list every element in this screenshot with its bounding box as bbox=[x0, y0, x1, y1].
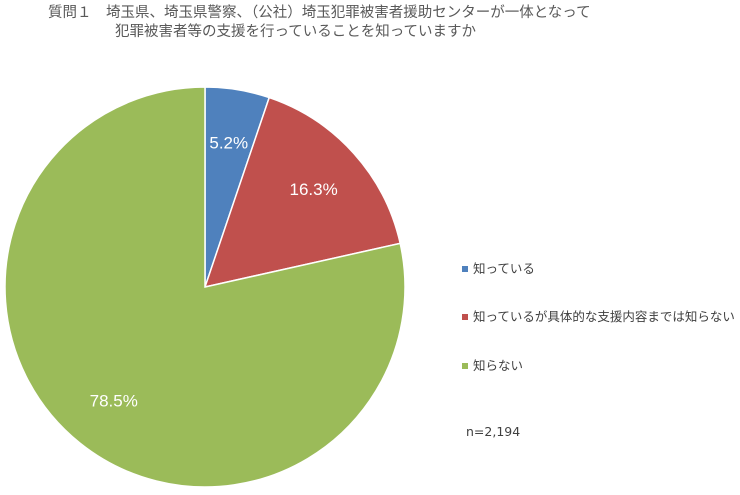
pie-data-label-aware-not-details: 16.3% bbox=[289, 180, 337, 199]
legend-item-not-aware: 知らない bbox=[462, 355, 523, 374]
pie-slice-aware-not-details bbox=[203, 96, 402, 289]
legend-item-aware-not-details: 知っているが具体的な支援内容までは知らない bbox=[462, 306, 735, 325]
legend-label-aware: 知っている bbox=[473, 261, 535, 276]
pie-data-label-not-aware: 78.5% bbox=[90, 391, 138, 410]
legend-swatch-aware bbox=[462, 265, 468, 272]
sample-size-note: n=2,194 bbox=[466, 424, 521, 439]
legend-swatch-aware-not-details bbox=[462, 313, 468, 320]
legend-label-not-aware: 知らない bbox=[473, 358, 524, 373]
pie-data-label-aware: 5.2% bbox=[209, 133, 248, 152]
legend-label-aware-not-details: 知っているが具体的な支援内容までは知らない bbox=[473, 309, 735, 324]
pie-slice-not-aware bbox=[4, 86, 406, 488]
legend-swatch-not-aware bbox=[462, 362, 468, 369]
chart-title: 質問１ 埼玉県、埼玉県警察、（公社）埼玉犯罪被害者援助センターが一体となって 犯… bbox=[48, 4, 728, 42]
chart-title-line1: 質問１ 埼玉県、埼玉県警察、（公社）埼玉犯罪被害者援助センターが一体となって bbox=[48, 5, 591, 21]
legend-item-aware: 知っている bbox=[462, 258, 535, 277]
chart-title-line2: 犯罪被害者等の支援を行っていることを知っていますか bbox=[115, 24, 477, 40]
